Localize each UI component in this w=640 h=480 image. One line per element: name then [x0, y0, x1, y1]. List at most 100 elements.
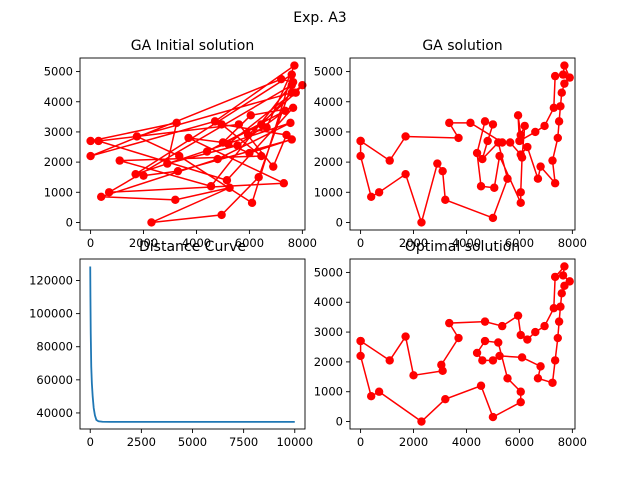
data-point [480, 317, 490, 326]
data-point [556, 102, 565, 111]
y-tick-label: 0 [336, 415, 343, 429]
y-tick-label: 120000 [29, 274, 73, 288]
data-point [417, 218, 426, 227]
data-point [478, 356, 487, 365]
data-point [385, 156, 394, 165]
data-point [224, 139, 233, 149]
data-point [356, 351, 365, 361]
data-point [520, 121, 529, 131]
data-point [516, 150, 525, 159]
x-tick-label: 2500 [127, 435, 156, 449]
y-tick-label: 2000 [314, 155, 343, 169]
data-point [523, 142, 532, 152]
subplot-title: Optimal solution [405, 239, 520, 255]
x-tick-label: 8000 [558, 435, 587, 449]
data-point [287, 135, 296, 144]
data-point [247, 198, 257, 208]
data-point [480, 336, 490, 346]
data-point [454, 333, 463, 343]
data-point [171, 195, 180, 205]
data-point [441, 394, 450, 404]
data-point [548, 156, 557, 165]
data-point [454, 133, 463, 143]
series-line [89, 266, 295, 423]
x-tick-label: 6000 [235, 236, 264, 250]
y-tick-label: 100000 [29, 307, 73, 321]
data-point [257, 151, 266, 161]
data-point [558, 271, 568, 280]
data-point [243, 130, 253, 140]
data-point [554, 117, 564, 126]
data-point [356, 336, 365, 346]
subplot-title: GA Initial solution [131, 38, 255, 54]
x-tick-label: 6000 [505, 435, 534, 449]
y-tick-label: 1000 [314, 385, 343, 399]
data-point [557, 88, 566, 97]
data-point [287, 70, 296, 79]
data-point [286, 118, 295, 128]
data-point [374, 387, 384, 396]
y-tick-label: 2000 [44, 155, 73, 169]
x-tick-label: 2000 [399, 236, 428, 250]
data-point [533, 374, 543, 383]
data-point [558, 70, 568, 79]
data-point [472, 148, 482, 158]
y-tick-label: 5000 [44, 65, 73, 79]
data-point [298, 80, 307, 90]
data-point [288, 77, 298, 87]
data-point [540, 121, 549, 131]
data-point [94, 136, 103, 146]
data-point [553, 333, 562, 343]
data-point [498, 321, 507, 331]
data-point [288, 103, 298, 112]
data-point [495, 151, 504, 161]
x-tick-label: 0 [87, 236, 94, 250]
data-point [565, 73, 574, 82]
y-tick-label: 1000 [44, 185, 73, 199]
subplot-title: Distance Curve [139, 239, 246, 255]
y-tick-label: 80000 [36, 340, 73, 354]
data-point [366, 192, 376, 202]
data-point [488, 213, 498, 223]
y-tick-label: 1000 [314, 185, 343, 199]
x-tick-label: 0 [357, 236, 364, 250]
data-point [505, 138, 515, 147]
data-point [217, 120, 226, 129]
x-tick-label: 5000 [178, 435, 207, 449]
data-point [488, 120, 498, 129]
data-point [438, 366, 447, 376]
data-point [246, 111, 255, 120]
data-point [515, 136, 524, 146]
subplot-title: GA solution [422, 38, 502, 54]
data-point [210, 117, 220, 126]
data-point [280, 106, 290, 116]
y-tick-label: 5000 [314, 265, 343, 279]
data-point [513, 111, 523, 120]
x-tick-label: 4000 [452, 435, 481, 449]
data-point [175, 151, 184, 161]
data-point [269, 162, 278, 171]
data-point [132, 132, 142, 141]
data-point [233, 141, 242, 150]
axes-frame [79, 57, 306, 231]
data-point [147, 218, 156, 227]
data-point [516, 198, 525, 208]
data-point [550, 71, 560, 81]
data-point [279, 179, 289, 188]
subplot-4: 0 2000 4000 6000 8000 0 1000 2000 3000 4000 5000 Op… [314, 239, 587, 449]
data-point [560, 79, 569, 88]
data-point [531, 327, 540, 337]
data-point [565, 277, 574, 286]
y-tick-label: 0 [66, 215, 73, 229]
data-point [356, 151, 365, 161]
data-point [409, 371, 418, 380]
data-point [217, 210, 226, 220]
data-point [202, 147, 212, 156]
data-point [476, 182, 486, 191]
data-point [483, 136, 492, 146]
data-point [366, 391, 376, 401]
data-point [225, 183, 234, 192]
data-point [401, 169, 410, 179]
data-point [131, 169, 140, 179]
